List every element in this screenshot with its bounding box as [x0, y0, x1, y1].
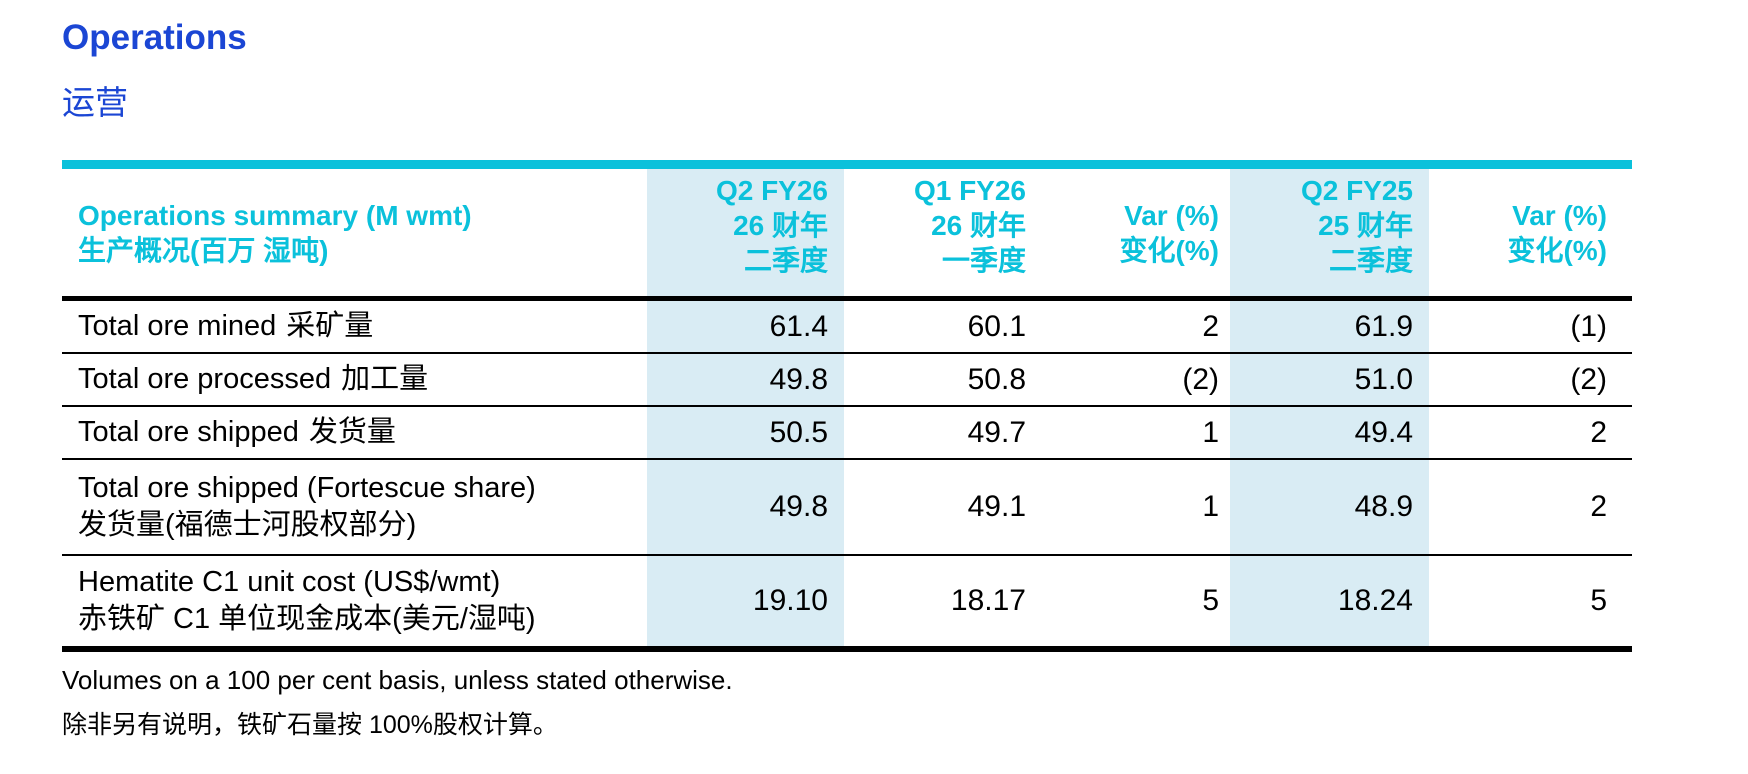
- header-col-q2-fy25: Q2 FY25 25 财年 二季度: [1233, 169, 1429, 301]
- header-operations-summary: Operations summary (M wmt) 生产概况(百万 湿吨): [62, 169, 580, 301]
- cell-q1fy26: 50.8: [844, 352, 1040, 406]
- header-q2fy25-line1: Q2 FY25: [1300, 175, 1413, 206]
- row-label-zh: 发货量: [308, 416, 396, 448]
- row-label-zh: 加工量: [341, 363, 429, 395]
- cell-q2fy25: 51.0: [1233, 352, 1429, 406]
- header-operations-summary-en: Operations summary (M wmt): [78, 199, 472, 231]
- cell-var-qoq: 5: [1040, 554, 1233, 652]
- row-label-zh: 赤铁矿 C1 单位现金成本(美元/湿吨): [78, 603, 536, 635]
- cell-q2fy26: 49.8: [580, 352, 844, 406]
- section-title: Operations: [62, 18, 247, 57]
- header-q1fy26-line2: 26 财年: [931, 210, 1026, 241]
- cell-q2fy25: 49.4: [1233, 405, 1429, 459]
- operations-summary-table: Operations summary (M wmt) 生产概况(百万 湿吨) Q…: [62, 169, 1632, 652]
- cell-q2fy25: 18.24: [1233, 554, 1429, 652]
- header-q2fy25-line3: 二季度: [1328, 245, 1413, 276]
- cell-q2fy26: 49.8: [580, 458, 844, 555]
- table-row-total-ore-mined: Total ore mined 采矿量 61.4 60.1 2 61.9 (1): [62, 299, 1632, 354]
- row-label-en: Total ore mined: [78, 310, 277, 342]
- cell-var-qoq: 1: [1040, 458, 1233, 555]
- cell-q2fy25: 48.9: [1233, 458, 1429, 555]
- cell-var-qoq: (2): [1040, 352, 1233, 406]
- cell-q1fy26: 49.1: [844, 458, 1040, 555]
- document-page: Operations 运营 Operations summary (M wmt)…: [0, 18, 1748, 741]
- table-row-total-ore-shipped-fortescue-share: Total ore shipped (Fortescue share) 发货量(…: [62, 458, 1632, 555]
- header-col-var-yoy: Var (%) 变化(%): [1429, 169, 1632, 301]
- cell-q2fy26: 50.5: [580, 405, 844, 459]
- cell-q1fy26: 18.17: [844, 554, 1040, 652]
- cell-var-yoy: (2): [1429, 352, 1632, 406]
- row-label-en: Total ore shipped (Fortescue share): [78, 472, 536, 504]
- table-row-total-ore-processed: Total ore processed 加工量 49.8 50.8 (2) 51.…: [62, 352, 1632, 406]
- header-q2fy26-line1: Q2 FY26: [715, 175, 828, 206]
- header-q2fy25-line2: 25 财年: [1318, 210, 1413, 241]
- header-q2fy26-line3: 二季度: [743, 245, 828, 276]
- row-label: Total ore shipped 发货量: [62, 405, 580, 459]
- header-operations-summary-zh: 生产概况(百万 湿吨): [78, 234, 329, 266]
- section-title-zh: 运营: [62, 84, 128, 121]
- cell-var-qoq: 1: [1040, 405, 1233, 459]
- table-header-row: Operations summary (M wmt) 生产概况(百万 湿吨) Q…: [62, 169, 1632, 301]
- header-var2-line1: Var (%): [1512, 199, 1607, 231]
- header-q1fy26-line3: 一季度: [941, 245, 1026, 276]
- row-label: Total ore mined 采矿量: [62, 299, 580, 354]
- row-label: Hematite C1 unit cost (US$/wmt) 赤铁矿 C1 单…: [62, 554, 580, 652]
- cell-q1fy26: 60.1: [967, 309, 1026, 343]
- header-col-q1-fy26: Q1 FY26 26 财年 一季度: [844, 169, 1040, 301]
- row-label-en: Total ore shipped: [78, 416, 299, 448]
- cell-var-yoy: 5: [1429, 554, 1632, 652]
- cell-q2fy25: 61.9: [1354, 309, 1413, 343]
- row-label-zh: 采矿量: [286, 310, 374, 342]
- cell-q1fy26: 49.7: [844, 405, 1040, 459]
- row-label: Total ore processed 加工量: [62, 352, 580, 406]
- table-row-hematite-c1-unit-cost: Hematite C1 unit cost (US$/wmt) 赤铁矿 C1 单…: [62, 554, 1632, 652]
- cell-var-yoy: (1): [1570, 309, 1607, 343]
- header-col-var-qoq: Var (%) 变化(%): [1040, 169, 1233, 301]
- operations-table: Operations summary (M wmt) 生产概况(百万 湿吨) Q…: [62, 160, 1632, 652]
- header-q1fy26-line1: Q1 FY26: [913, 175, 1026, 206]
- cell-q2fy26: 19.10: [580, 554, 844, 652]
- footnote-en: Volumes on a 100 per cent basis, unless …: [62, 665, 733, 695]
- cell-var-yoy: 2: [1429, 458, 1632, 555]
- header-var1-line1: Var (%): [1124, 199, 1219, 231]
- cell-var-yoy: 2: [1429, 405, 1632, 459]
- header-var1-line2: 变化(%): [1119, 234, 1219, 266]
- header-q2fy26-line2: 26 财年: [733, 210, 828, 241]
- cell-var-qoq: 2: [1202, 309, 1219, 343]
- row-label-en: Total ore processed: [78, 363, 332, 395]
- header-col-q2-fy26: Q2 FY26 26 财年 二季度: [580, 169, 844, 301]
- row-label: Total ore shipped (Fortescue share) 发货量(…: [62, 458, 580, 555]
- row-label-zh: 发货量(福德士河股权部分): [78, 509, 417, 541]
- footnote-zh: 除非另有说明，铁矿石量按 100%股权计算。: [62, 711, 558, 739]
- cell-q2fy26: 61.4: [769, 309, 828, 343]
- table-row-total-ore-shipped: Total ore shipped 发货量 50.5 49.7 1 49.4 2: [62, 405, 1632, 459]
- header-var2-line2: 变化(%): [1507, 234, 1607, 266]
- row-label-en: Hematite C1 unit cost (US$/wmt): [78, 566, 501, 598]
- table-top-accent-bar: [62, 160, 1632, 169]
